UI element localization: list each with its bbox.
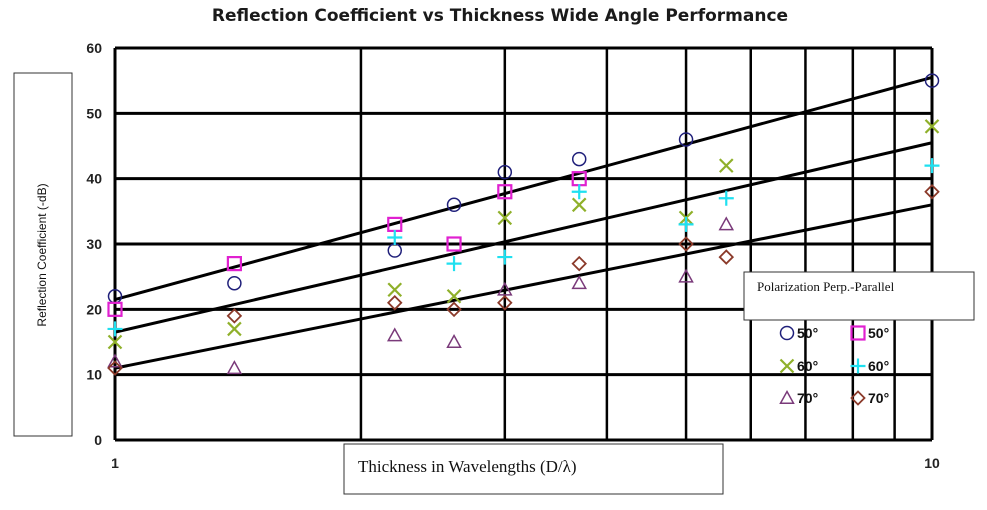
legend-marker-circle (779, 325, 795, 341)
legend-marker-triangle (779, 389, 795, 404)
data-point-diamond (924, 183, 940, 200)
data-point-circle (227, 275, 242, 291)
y-tick-label: 40 (86, 171, 102, 187)
y-tick-labels: 0 10 20 30 40 50 60 (86, 40, 102, 448)
data-point-plus (571, 184, 587, 200)
trend-line (114, 203, 933, 370)
data-point-square (226, 256, 242, 272)
x-tick-labels: 1 10 (111, 455, 940, 471)
x-tick-label: 1 (111, 455, 119, 471)
legend-label: 50° (868, 325, 889, 341)
legend-marker-x (779, 358, 795, 374)
legend-label: 70° (868, 390, 889, 406)
trend-lines (114, 75, 933, 370)
y-axis-label: Reflection Coefficient (-dB) (35, 183, 49, 326)
data-point-circle (446, 197, 462, 213)
data-point-plus (678, 216, 694, 232)
data-point-plus (107, 321, 123, 337)
data-point-diamond (446, 301, 462, 318)
legend-label: 70° (797, 390, 818, 406)
chart-title: Reflection Coefficient vs Thickness Wide… (212, 6, 788, 26)
data-point-triangle (226, 360, 243, 375)
legend-marker-plus (850, 358, 866, 374)
data-point-diamond (497, 295, 513, 311)
data-point-diamond (386, 295, 403, 311)
data-point-circle (571, 151, 587, 167)
data-point-circle (387, 243, 403, 258)
y-axis-label-box: Reflection Coefficient (-dB) (13, 72, 73, 437)
data-point-triangle (571, 275, 587, 290)
data-point-diamond (678, 236, 694, 252)
trend-line (114, 75, 933, 301)
legend-marker-diamond (850, 390, 866, 406)
data-point-x (924, 119, 940, 134)
data-point-triangle (386, 327, 403, 342)
y-tick-label: 60 (86, 40, 102, 56)
legend-label: 60° (797, 358, 818, 374)
data-point-x (107, 334, 123, 350)
data-point-diamond (571, 255, 587, 272)
y-tick-label: 30 (86, 236, 102, 252)
legend-title: Polarization Perp.-Parallel (757, 279, 895, 294)
data-point-x (497, 210, 513, 226)
trend-line (114, 141, 933, 334)
data-point-plus (497, 249, 513, 265)
data-markers (107, 73, 940, 376)
data-point-square (107, 301, 123, 317)
y-tick-label: 50 (86, 105, 102, 121)
data-point-circle (678, 132, 694, 147)
data-point-circle (497, 164, 513, 180)
legend-label: 60° (868, 358, 889, 374)
data-point-x (571, 197, 587, 213)
data-point-x (718, 158, 734, 173)
data-point-triangle (446, 333, 462, 348)
data-point-plus (387, 229, 403, 245)
x-axis-label-box: Thickness in Wavelengths (D/λ) (343, 443, 724, 495)
data-point-x (446, 288, 462, 304)
y-tick-label: 0 (94, 432, 102, 448)
data-point-triangle (678, 268, 694, 283)
data-point-diamond (226, 308, 243, 324)
data-point-triangle (107, 353, 123, 368)
y-tick-label: 20 (86, 301, 102, 317)
data-point-plus (924, 158, 940, 174)
data-point-triangle (497, 281, 513, 296)
y-tick-label: 10 (86, 367, 102, 383)
data-point-x (227, 321, 242, 337)
x-axis-label: Thickness in Wavelengths (D/λ) (358, 457, 577, 476)
data-point-square (446, 236, 462, 252)
data-point-plus (718, 190, 734, 206)
data-point-plus (446, 256, 462, 272)
x-tick-label: 10 (924, 455, 940, 471)
data-point-square (497, 184, 513, 200)
legend: Polarization Perp.-Parallel 50° 50° 60° 60°… (743, 271, 975, 406)
data-point-diamond (718, 249, 735, 265)
data-point-triangle (718, 216, 735, 231)
legend-label: 50° (797, 325, 818, 341)
legend-marker-square (850, 325, 866, 341)
data-point-circle (924, 73, 940, 88)
grid (113, 46, 934, 442)
data-point-x (387, 282, 403, 298)
data-point-diamond (107, 360, 123, 376)
